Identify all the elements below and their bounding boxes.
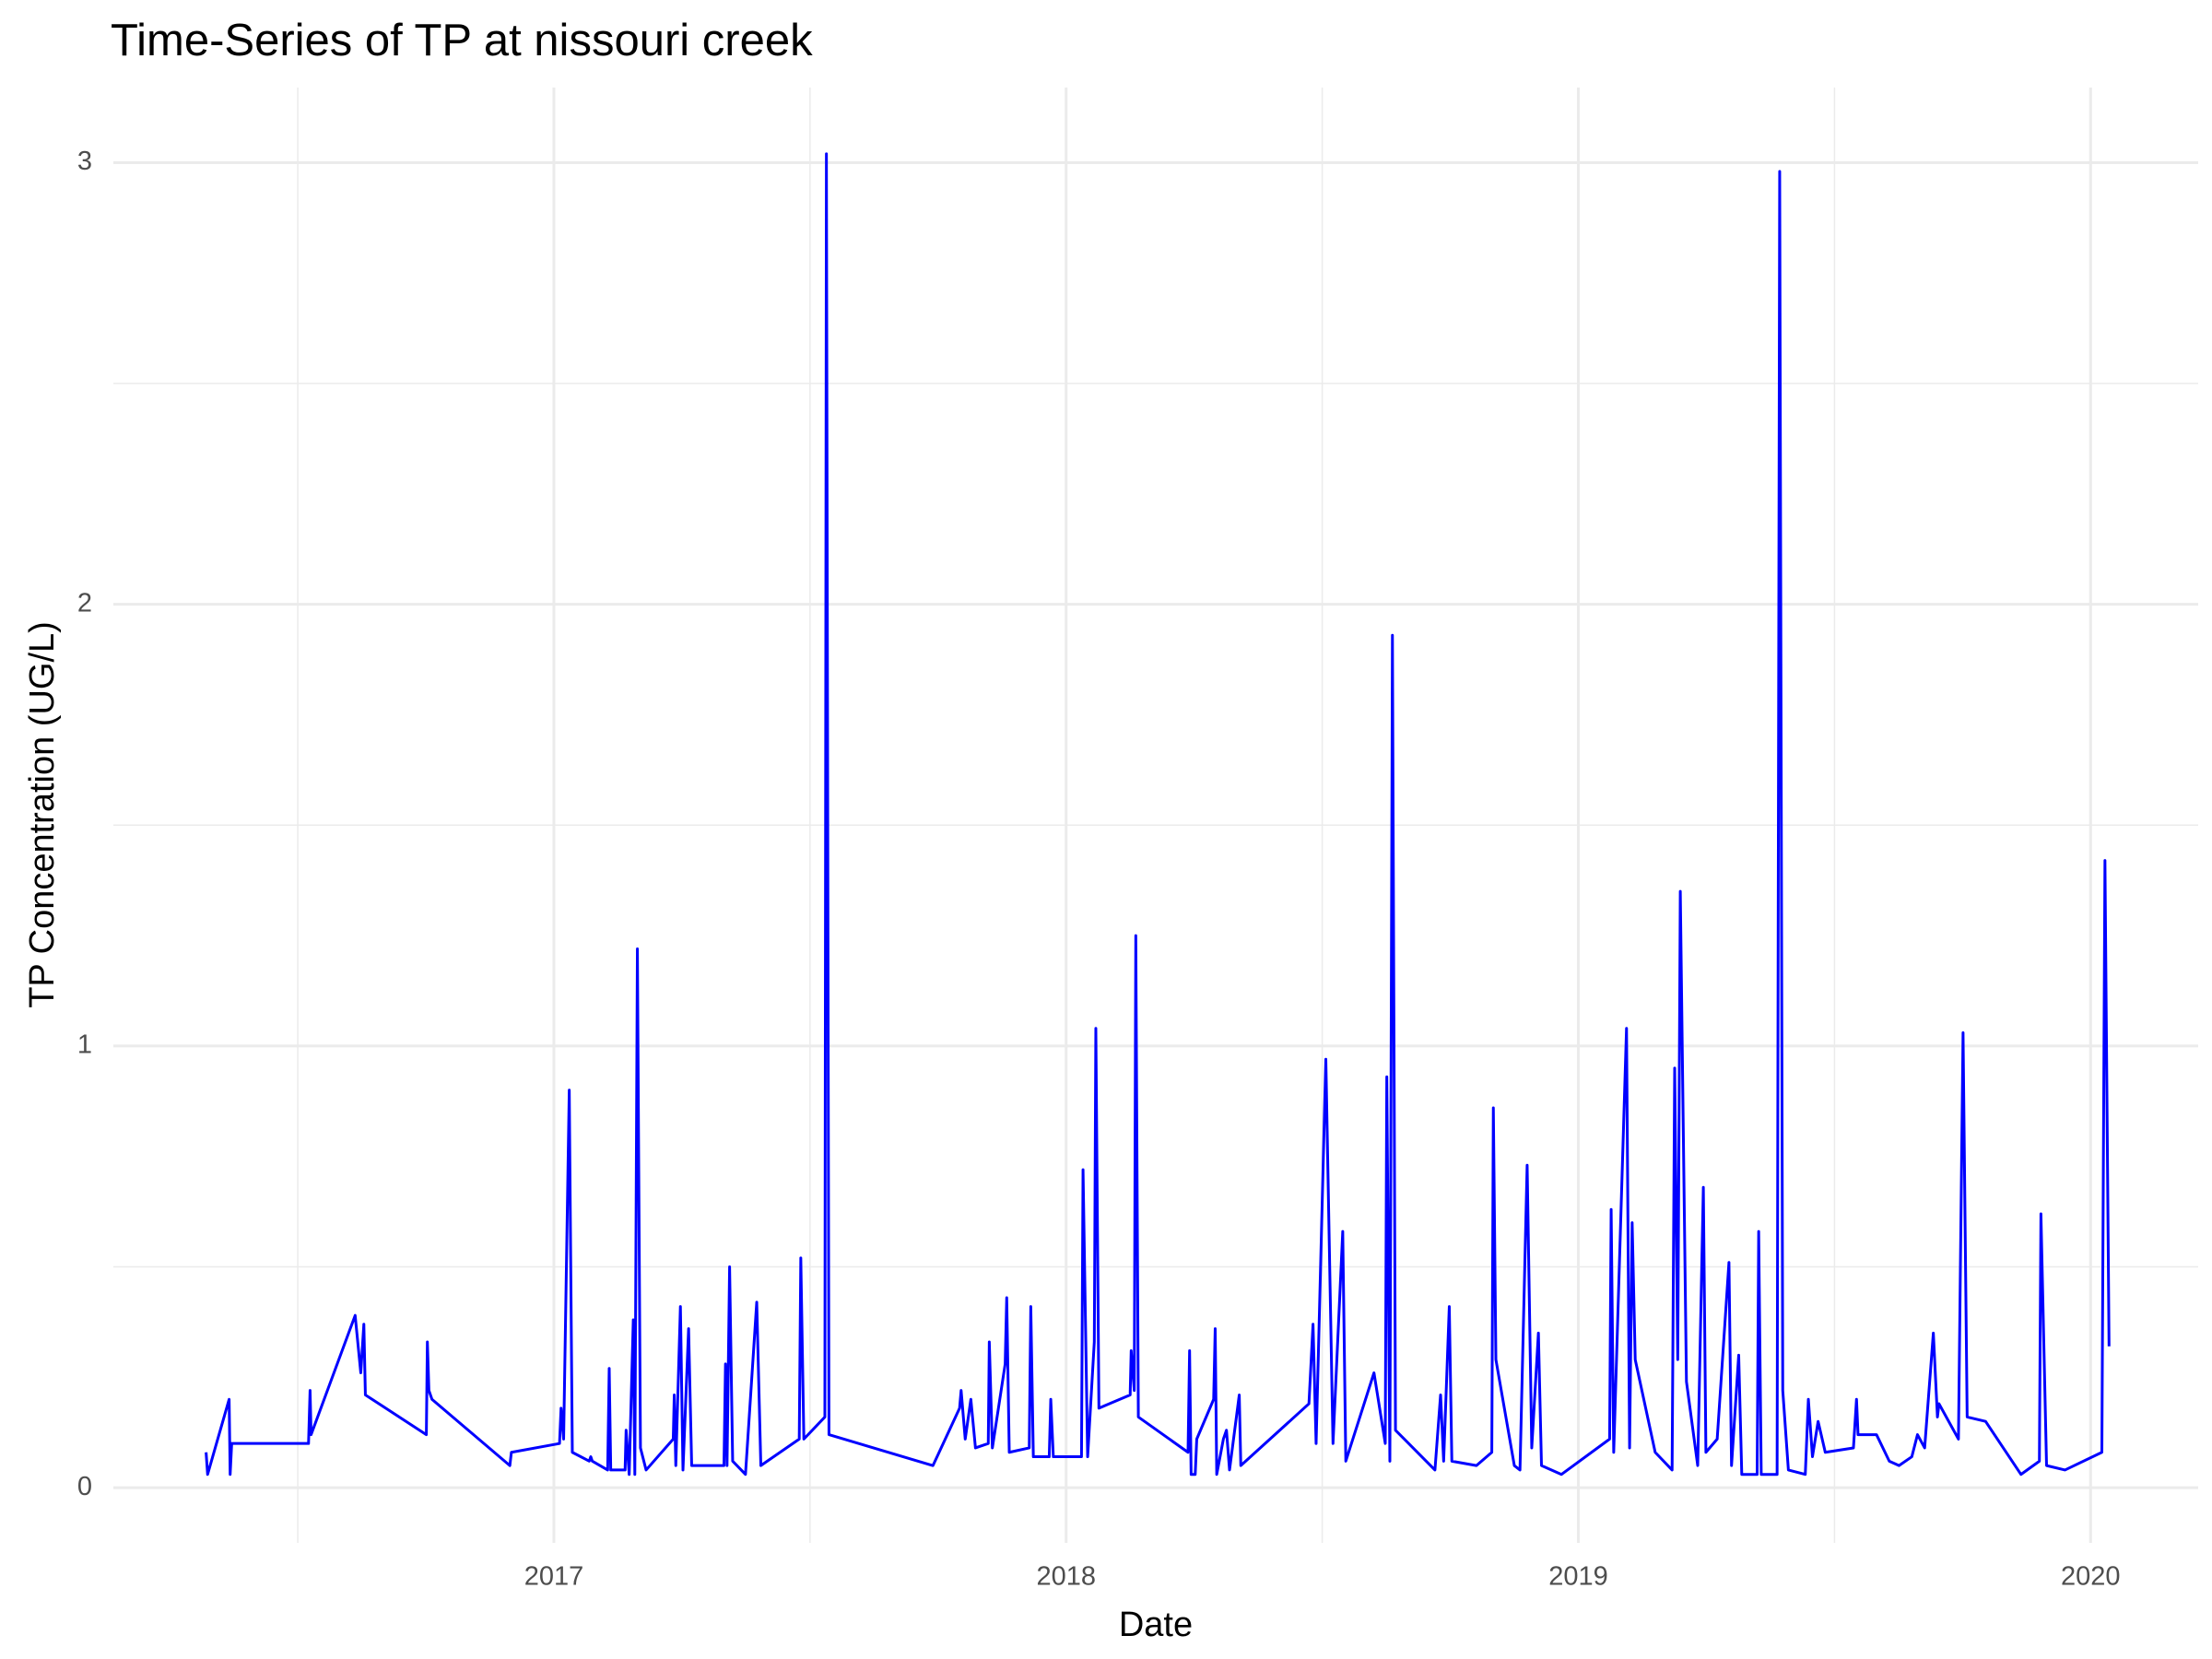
x-tick-label: 2020 bbox=[2061, 1562, 2121, 1592]
y-tick-label: 3 bbox=[77, 147, 92, 176]
x-axis-title: Date bbox=[1119, 1606, 1193, 1644]
x-tick-label: 2018 bbox=[1036, 1562, 1096, 1592]
data-line bbox=[205, 152, 2111, 1477]
y-axis-title: TP Concentration (UG/L) bbox=[23, 621, 62, 1008]
chart-title: Time-Series of TP at nissouri creek bbox=[111, 16, 813, 65]
y-tick-label: 0 bbox=[77, 1472, 92, 1501]
y-tick-label: 1 bbox=[77, 1030, 92, 1060]
y-tick-label: 2 bbox=[77, 588, 92, 618]
x-tick-label: 2017 bbox=[524, 1562, 584, 1592]
x-tick-label: 2019 bbox=[1548, 1562, 1608, 1592]
